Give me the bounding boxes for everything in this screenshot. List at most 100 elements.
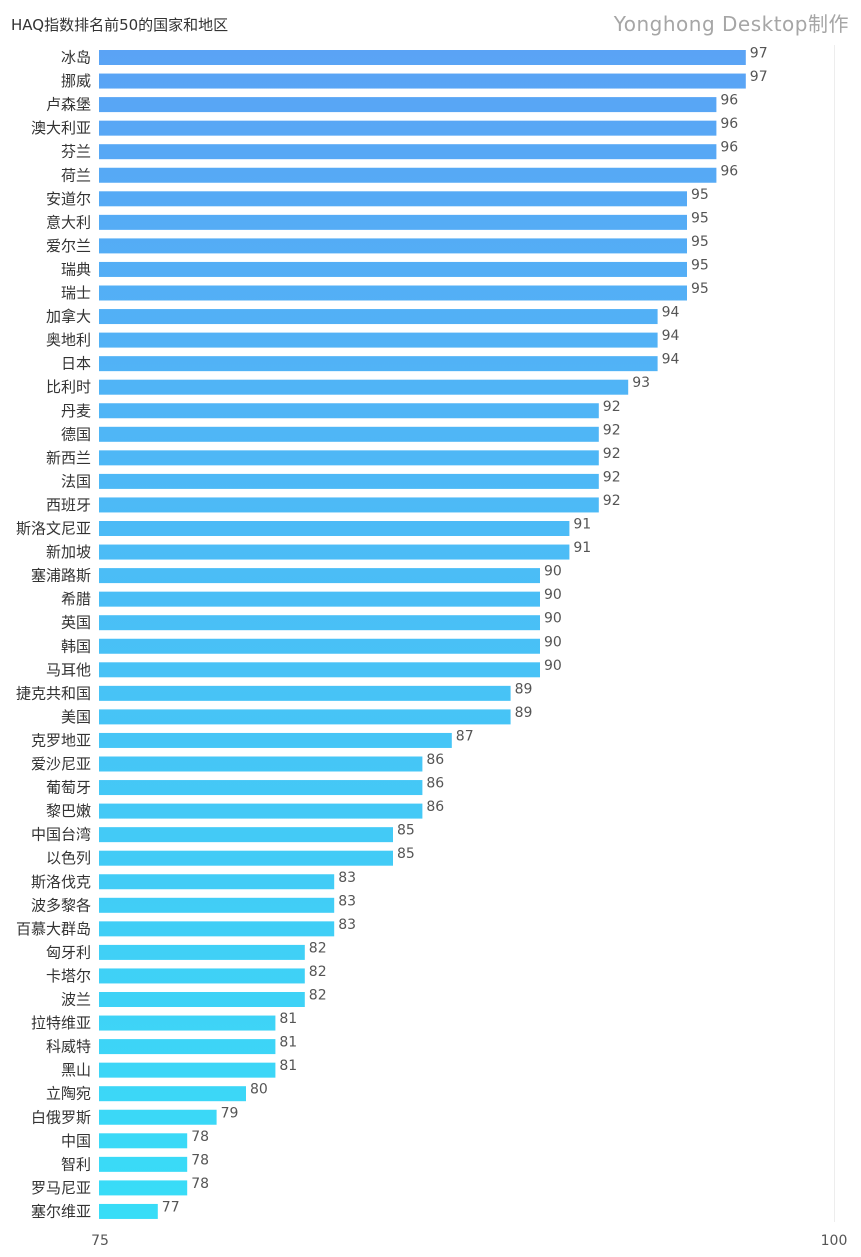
bar[interactable] bbox=[99, 897, 335, 913]
category-label: 罗马尼亚 bbox=[31, 1179, 91, 1197]
value-label: 92 bbox=[603, 469, 621, 485]
bar[interactable] bbox=[99, 591, 540, 607]
bar[interactable] bbox=[99, 450, 599, 466]
bar[interactable] bbox=[99, 803, 423, 819]
bar[interactable] bbox=[99, 662, 540, 678]
chart-title: HAQ指数排名前50的国家和地区 bbox=[11, 16, 229, 34]
value-label: 92 bbox=[603, 493, 621, 509]
bar[interactable] bbox=[99, 97, 717, 113]
value-label: 92 bbox=[603, 422, 621, 438]
bar[interactable] bbox=[99, 874, 335, 890]
bar[interactable] bbox=[99, 261, 687, 277]
bar[interactable] bbox=[99, 403, 599, 419]
bar[interactable] bbox=[99, 1180, 188, 1196]
category-label: 丹麦 bbox=[61, 402, 91, 420]
bar[interactable] bbox=[99, 568, 540, 584]
bar[interactable] bbox=[99, 638, 540, 654]
value-label: 86 bbox=[426, 776, 444, 792]
value-label: 94 bbox=[662, 305, 680, 321]
bar[interactable] bbox=[99, 615, 540, 631]
bar[interactable] bbox=[99, 850, 393, 866]
bar[interactable] bbox=[99, 1203, 158, 1219]
value-label: 83 bbox=[338, 870, 356, 886]
bar[interactable] bbox=[99, 144, 717, 160]
bar[interactable] bbox=[99, 827, 393, 843]
bar[interactable] bbox=[99, 332, 658, 348]
value-label: 82 bbox=[309, 964, 327, 980]
value-label: 94 bbox=[662, 328, 680, 344]
bar[interactable] bbox=[99, 1133, 188, 1149]
bar[interactable] bbox=[99, 709, 511, 725]
category-label: 捷克共和国 bbox=[16, 684, 91, 702]
bar[interactable] bbox=[99, 191, 687, 207]
category-label: 瑞典 bbox=[61, 260, 91, 278]
bar[interactable] bbox=[99, 1039, 276, 1055]
value-label: 83 bbox=[338, 893, 356, 909]
bar[interactable] bbox=[99, 1156, 188, 1172]
category-label: 法国 bbox=[61, 472, 91, 490]
bar[interactable] bbox=[99, 1086, 246, 1102]
bar[interactable] bbox=[99, 473, 599, 489]
bar[interactable] bbox=[99, 992, 305, 1007]
value-label: 78 bbox=[191, 1176, 209, 1192]
bar[interactable] bbox=[99, 356, 658, 372]
value-label: 92 bbox=[603, 446, 621, 462]
bar[interactable] bbox=[99, 756, 423, 772]
bar[interactable] bbox=[99, 426, 599, 442]
bar[interactable] bbox=[99, 944, 305, 960]
category-label: 英国 bbox=[61, 614, 91, 632]
bar[interactable] bbox=[99, 50, 746, 65]
value-label: 82 bbox=[309, 940, 327, 956]
value-label: 93 bbox=[632, 375, 650, 391]
bar[interactable] bbox=[99, 780, 423, 796]
category-label: 新西兰 bbox=[46, 449, 91, 467]
bar[interactable] bbox=[99, 214, 687, 230]
category-label: 西班牙 bbox=[46, 496, 91, 514]
category-label: 匈牙利 bbox=[46, 943, 91, 961]
bar[interactable] bbox=[99, 285, 687, 301]
bar[interactable] bbox=[99, 497, 599, 513]
category-label: 安道尔 bbox=[46, 190, 91, 208]
bar[interactable] bbox=[99, 968, 305, 984]
bar[interactable] bbox=[99, 238, 687, 254]
category-label: 葡萄牙 bbox=[46, 779, 91, 797]
category-label: 荷兰 bbox=[61, 166, 91, 184]
category-label: 美国 bbox=[61, 708, 91, 726]
value-label: 95 bbox=[691, 234, 709, 250]
bar[interactable] bbox=[99, 379, 629, 395]
category-label: 波兰 bbox=[61, 991, 91, 1009]
bar[interactable] bbox=[99, 309, 658, 325]
bars-layer: 冰岛 97 挪威 97 卢森堡 96 澳大利亚 96 芬兰 96 荷兰 96 安道尔 95 意大利 95 爱尔兰… bbox=[16, 46, 768, 1221]
bar[interactable] bbox=[99, 167, 717, 183]
bar[interactable] bbox=[99, 521, 570, 536]
bar[interactable] bbox=[99, 73, 746, 89]
category-label: 新加坡 bbox=[46, 543, 91, 561]
bar[interactable] bbox=[99, 544, 570, 560]
category-label: 以色列 bbox=[46, 849, 91, 867]
category-label: 波多黎各 bbox=[31, 896, 91, 914]
bar[interactable] bbox=[99, 685, 511, 701]
category-label: 塞尔维亚 bbox=[31, 1202, 91, 1220]
category-label: 比利时 bbox=[46, 378, 91, 396]
value-label: 82 bbox=[309, 988, 327, 1004]
value-label: 96 bbox=[720, 93, 738, 109]
category-label: 斯洛文尼亚 bbox=[16, 520, 91, 538]
bar[interactable] bbox=[99, 1015, 276, 1031]
value-label: 81 bbox=[279, 1011, 297, 1027]
value-label: 96 bbox=[720, 116, 738, 132]
category-label: 智利 bbox=[61, 1155, 91, 1173]
category-label: 卡塔尔 bbox=[46, 967, 91, 985]
bar[interactable] bbox=[99, 1109, 217, 1125]
value-label: 96 bbox=[720, 163, 738, 179]
value-label: 96 bbox=[720, 140, 738, 156]
category-label: 挪威 bbox=[61, 72, 91, 90]
bar[interactable] bbox=[99, 120, 717, 136]
bar[interactable] bbox=[99, 921, 335, 937]
value-label: 81 bbox=[279, 1058, 297, 1074]
bar[interactable] bbox=[99, 1062, 276, 1078]
value-label: 95 bbox=[691, 281, 709, 297]
bar[interactable] bbox=[99, 732, 452, 748]
category-label: 黑山 bbox=[61, 1061, 91, 1079]
value-label: 95 bbox=[691, 210, 709, 226]
